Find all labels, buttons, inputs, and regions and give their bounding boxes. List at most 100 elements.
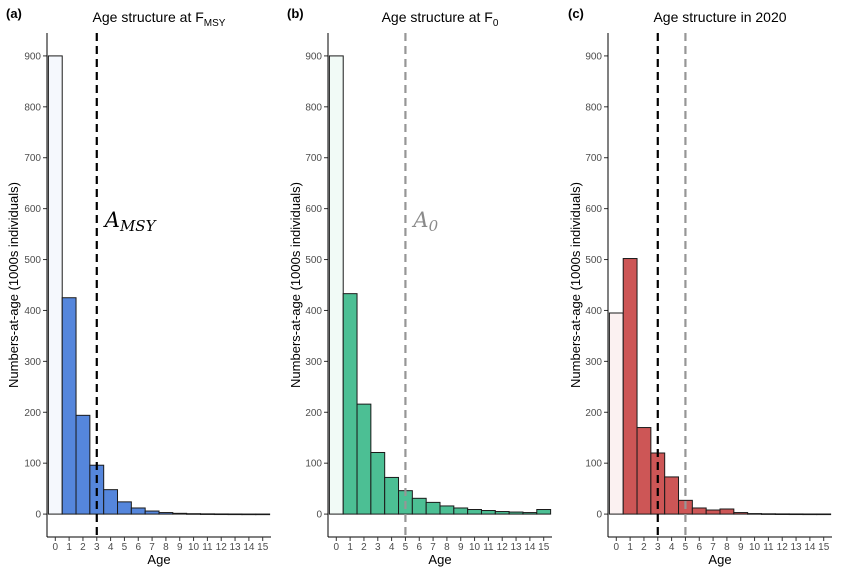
y-tick-label: 700 (24, 153, 41, 164)
x-tick-label: 6 (135, 542, 141, 553)
bar-age-13 (788, 513, 804, 516)
panel-label: (a) (6, 6, 22, 21)
x-tick-label: 12 (777, 542, 789, 553)
bar-age-10 (467, 509, 482, 515)
bar-age-0 (328, 55, 344, 515)
panel-title-main: Age structure at F (382, 9, 493, 25)
x-tick-label: 10 (188, 542, 200, 553)
x-tick-label: 14 (243, 542, 255, 553)
bar-age-8 (439, 505, 455, 515)
x-tick-label: 7 (149, 542, 155, 553)
x-tick-label: 15 (257, 542, 269, 553)
y-tick-label: 300 (585, 357, 602, 368)
bar-age-2 (75, 414, 91, 515)
panel-label: (c) (568, 6, 584, 21)
x-tick-label: 11 (483, 542, 494, 553)
x-tick-label: 3 (375, 542, 381, 553)
x-tick-label: 4 (389, 542, 395, 553)
x-tick-label: 11 (763, 542, 774, 553)
bar-age-2 (356, 403, 372, 515)
y-tick-label: 0 (35, 510, 41, 521)
y-tick-label: 0 (596, 510, 602, 521)
bar-age-14 (802, 513, 818, 516)
bar-age-5 (117, 501, 132, 515)
bar-age-9 (172, 512, 188, 515)
x-tick-label: 1 (66, 542, 72, 553)
bar-age-7 (705, 509, 721, 515)
y-tick-label: 500 (585, 255, 602, 266)
bar-age-1 (61, 297, 77, 515)
bar-age-6 (691, 507, 707, 515)
panel-title-main: Age structure in 2020 (653, 9, 786, 25)
bar-age-1 (622, 258, 638, 515)
panel-label: (b) (287, 6, 304, 21)
x-tick-label: 15 (538, 542, 550, 553)
y-tick-label: 900 (585, 51, 602, 62)
annotation-main: A (103, 208, 120, 232)
bar-age-12 (494, 511, 510, 515)
x-tick-label: 5 (122, 542, 128, 553)
bar-age-8 (719, 508, 735, 515)
y-tick-label: 400 (585, 306, 602, 317)
x-tick-label: 3 (94, 542, 100, 553)
bar-age-11 (199, 513, 215, 515)
bar-age-6 (411, 497, 427, 515)
bar-age-1 (342, 293, 358, 515)
x-tick-label: 9 (738, 542, 744, 553)
x-tick-label: 13 (790, 542, 802, 553)
x-tick-label: 1 (347, 542, 353, 553)
y-tick-label: 0 (316, 510, 322, 521)
reference-line-annotation: AMSY (103, 208, 158, 235)
y-tick-label: 600 (24, 204, 41, 215)
y-tick-label: 400 (305, 306, 322, 317)
x-tick-label: 3 (655, 542, 661, 553)
x-tick-label: 12 (216, 542, 228, 553)
bar-age-4 (103, 489, 119, 515)
bar-age-7 (144, 510, 160, 515)
y-tick-label: 300 (305, 357, 322, 368)
x-tick-label: 7 (710, 542, 716, 553)
x-axis-label: Age (708, 552, 731, 567)
bar-age-14 (241, 513, 257, 516)
x-tick-label: 6 (696, 542, 702, 553)
bar-age-10 (747, 513, 762, 515)
x-tick-label: 6 (416, 542, 422, 553)
bar-age-12 (213, 513, 229, 516)
y-tick-label: 800 (305, 102, 322, 113)
annotation-main: A (411, 208, 428, 232)
x-tick-label: 13 (510, 542, 522, 553)
bar-age-13 (508, 511, 524, 515)
x-tick-label: 1 (627, 542, 633, 553)
x-axis-label: Age (147, 552, 170, 567)
x-tick-label: 2 (641, 542, 647, 553)
y-tick-label: 500 (305, 255, 322, 266)
bar-age-0 (608, 312, 624, 515)
x-tick-label: 4 (669, 542, 675, 553)
panel-title: Age structure at FMSY (93, 9, 226, 29)
panel-title-subscript: 0 (493, 18, 499, 29)
bar-age-13 (227, 513, 243, 516)
x-tick-label: 11 (202, 542, 213, 553)
y-tick-label: 800 (585, 102, 602, 113)
bar-age-4 (664, 476, 680, 515)
y-tick-label: 200 (305, 408, 322, 419)
x-tick-label: 2 (361, 542, 367, 553)
bar-age-12 (774, 513, 790, 515)
x-tick-label: 8 (444, 542, 450, 553)
bar-age-7 (425, 501, 441, 515)
panel-title-main: Age structure at F (93, 9, 204, 25)
panel-title: Age structure at F0 (382, 9, 499, 29)
y-tick-label: 900 (305, 51, 322, 62)
bar-age-15 (536, 509, 552, 515)
x-tick-label: 9 (458, 542, 464, 553)
x-tick-label: 8 (163, 542, 169, 553)
y-tick-label: 200 (585, 408, 602, 419)
x-tick-label: 12 (497, 542, 509, 553)
x-tick-label: 0 (334, 542, 340, 553)
x-tick-label: 14 (524, 542, 536, 553)
bar-age-14 (522, 512, 538, 515)
bar-age-15 (816, 513, 832, 516)
x-tick-label: 5 (683, 542, 689, 553)
